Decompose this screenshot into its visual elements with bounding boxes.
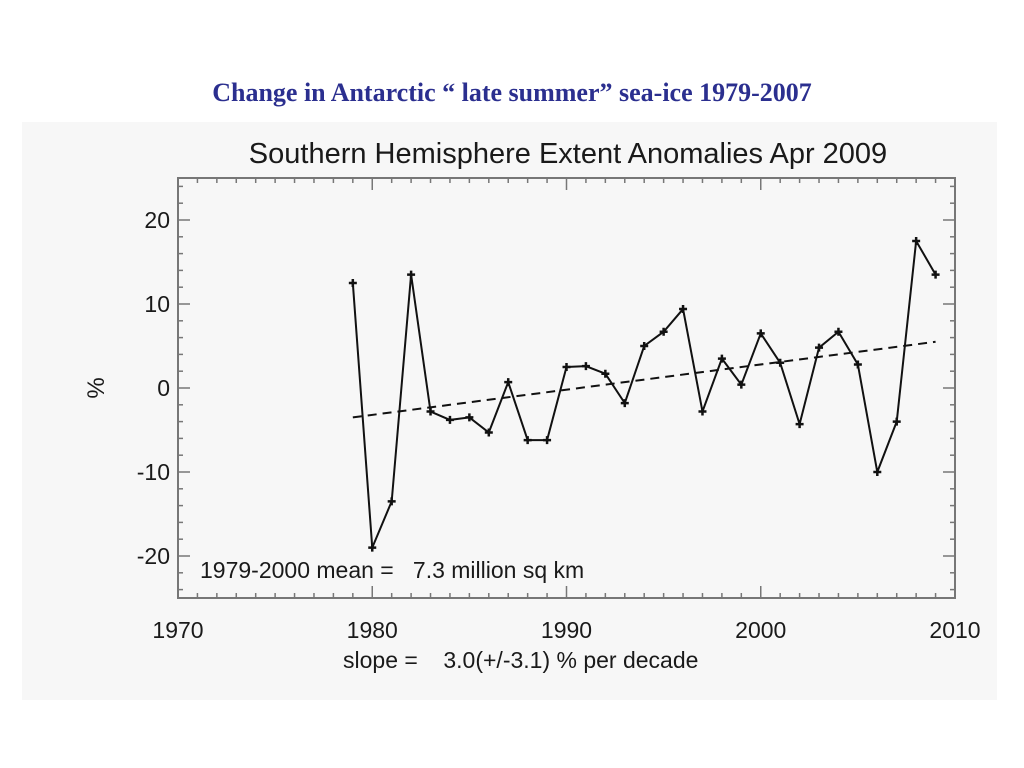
- data-point: [465, 413, 474, 422]
- data-point: [873, 468, 882, 476]
- data-point: [523, 436, 532, 445]
- x-tick-label: 2000: [735, 617, 786, 643]
- y-tick-label: 10: [144, 291, 170, 317]
- y-tick-label: -20: [137, 543, 170, 569]
- slide-title: Change in Antarctic “ late summer” sea-i…: [212, 78, 812, 107]
- data-point: [562, 363, 571, 371]
- data-point: [912, 237, 921, 245]
- data-point: [834, 327, 843, 336]
- slope-annotation: slope = 3.0(+/-3.1) % per decade: [343, 647, 698, 673]
- data-point: [348, 279, 357, 287]
- data-point: [931, 270, 940, 279]
- data-point: [892, 417, 901, 426]
- data-points: [348, 237, 940, 552]
- data-point: [737, 380, 746, 389]
- mean-annotation: 1979-2000 mean = 7.3 million sq km: [200, 557, 584, 583]
- chart-title: Southern Hemisphere Extent Anomalies Apr…: [249, 138, 887, 170]
- data-point: [776, 358, 785, 367]
- data-point: [756, 329, 765, 338]
- x-tick-label: 1980: [347, 617, 398, 643]
- data-point: [426, 407, 435, 416]
- series-line: [351, 237, 937, 548]
- x-tick-label: 1970: [152, 617, 203, 643]
- y-tick-label: 20: [144, 207, 170, 233]
- data-point: [407, 270, 416, 279]
- data-point: [717, 354, 726, 363]
- data-point: [698, 407, 707, 416]
- data-point: [679, 305, 688, 314]
- data-point: [368, 543, 377, 552]
- trend-line: [352, 340, 936, 419]
- x-tick-label: 1990: [541, 617, 592, 643]
- data-point: [484, 428, 493, 437]
- data-point: [795, 420, 804, 429]
- x-tick-label: 2010: [929, 617, 980, 643]
- data-point: [659, 327, 668, 336]
- data-point: [543, 436, 552, 445]
- data-point: [387, 497, 396, 506]
- data-point: [581, 362, 590, 371]
- data-point: [815, 343, 824, 352]
- data-point: [445, 415, 454, 424]
- y-tick-label: -10: [137, 459, 170, 485]
- plot-frame: [177, 177, 956, 599]
- y-axis-label: %: [83, 377, 110, 398]
- data-point: [504, 378, 513, 387]
- figure-background: [22, 122, 997, 700]
- data-point: [620, 399, 629, 408]
- axis-ticks: [177, 178, 956, 598]
- data-point: [640, 342, 649, 350]
- y-tick-label: 0: [157, 375, 170, 401]
- data-point: [601, 369, 610, 378]
- data-point: [853, 360, 862, 369]
